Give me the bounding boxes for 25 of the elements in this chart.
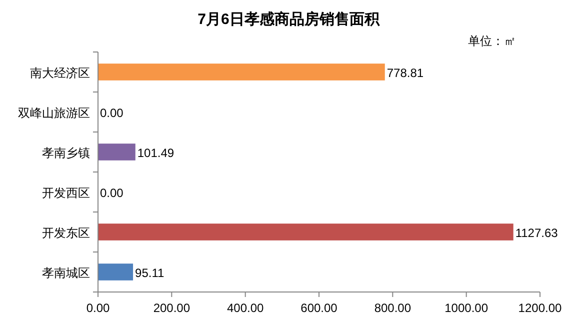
text: 单位：㎡ [468, 34, 516, 48]
bar [98, 64, 385, 80]
data-label: 778.81 [386, 66, 424, 80]
y-tick-label: 双峰山旅游区 [18, 106, 90, 120]
chart-title: 7月6日孝感商品房销售面积 [198, 10, 380, 28]
data-label: 95.11 [135, 266, 164, 280]
x-tick-label: 0.00 [86, 301, 110, 315]
bar [98, 144, 136, 160]
bar [98, 264, 134, 280]
y-tick-label: 开发西区 [42, 186, 90, 200]
y-tick-label: 孝南乡镇 [42, 146, 90, 160]
x-tick-label: 1000.00 [444, 301, 488, 315]
bar [98, 224, 514, 240]
data-label: 0.00 [100, 106, 124, 120]
x-tick-label: 400.00 [226, 301, 264, 315]
data-label: 0.00 [100, 186, 124, 200]
data-label: 101.49 [137, 146, 174, 160]
y-tick-label: 开发东区 [42, 226, 90, 240]
x-tick-label: 200.00 [153, 301, 190, 315]
x-tick-label: 800.00 [374, 301, 412, 315]
data-label: 1127.63 [515, 226, 558, 240]
y-tick-label: 南大经济区 [30, 66, 90, 80]
y-tick-label: 孝南城区 [42, 266, 90, 280]
x-tick-label: 1200.00 [518, 301, 562, 315]
x-tick-label: 600.00 [300, 301, 338, 315]
